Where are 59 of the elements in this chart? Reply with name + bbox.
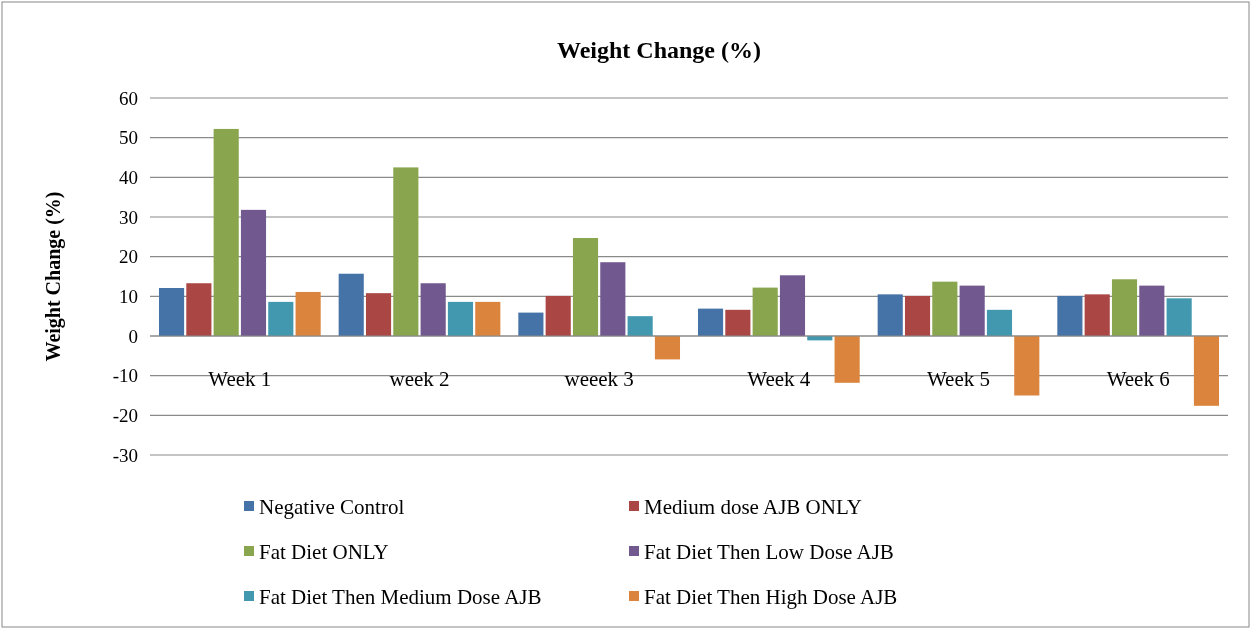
bar	[518, 312, 544, 336]
bar	[240, 209, 267, 336]
bar	[932, 281, 958, 336]
y-tick-label: 40	[119, 166, 138, 188]
bar	[1057, 295, 1083, 336]
x-tick-label: weeek 3	[564, 367, 634, 391]
y-tick-label: 60	[119, 87, 138, 109]
bar	[420, 283, 446, 336]
y-tick-label: -30	[112, 444, 138, 466]
y-axis-title: Weight Change (%)	[42, 191, 65, 362]
bar	[627, 316, 653, 336]
bar	[877, 294, 903, 336]
bar	[752, 287, 778, 336]
y-tick-label: -20	[112, 404, 138, 426]
legend-label: Fat Diet Then Low Dose AJB	[644, 540, 894, 565]
bar	[654, 336, 681, 360]
y-tick-label: 0	[128, 325, 138, 347]
bar	[393, 167, 419, 336]
bar	[475, 301, 501, 336]
bar	[572, 238, 599, 336]
bar	[600, 262, 626, 336]
bar	[213, 128, 239, 336]
legend-label: Fat Diet Then Medium Dose AJB	[259, 585, 542, 610]
legend-label: Medium dose AJB ONLY	[644, 495, 862, 520]
x-tick-label: Week 6	[1106, 367, 1170, 391]
x-tick-label: Week 5	[926, 367, 991, 391]
bar	[158, 288, 185, 336]
bar	[986, 309, 1013, 336]
bar	[697, 308, 724, 336]
bar	[365, 293, 392, 336]
x-tick-label: week 2	[389, 367, 450, 391]
bar	[186, 283, 212, 336]
bar	[904, 295, 931, 336]
x-tick-label: Week 4	[747, 367, 811, 391]
legend-label: Negative Control	[259, 495, 405, 520]
bar	[268, 301, 294, 336]
bar	[338, 273, 364, 336]
bar	[1193, 336, 1220, 406]
bar	[1166, 298, 1192, 336]
bar	[834, 336, 860, 383]
bar	[725, 309, 751, 336]
bar	[1014, 336, 1040, 396]
bar	[1084, 294, 1110, 336]
bar	[447, 301, 474, 336]
y-tick-label: 20	[119, 246, 138, 268]
y-tick-label: 10	[119, 285, 138, 307]
chart-title: Weight Change (%)	[557, 37, 761, 63]
legend-label: Fat Diet Then High Dose AJB	[644, 585, 898, 610]
x-tick-label: Week 1	[208, 367, 272, 391]
y-tick-label: 50	[119, 127, 138, 149]
bar	[1111, 279, 1138, 336]
y-tick-label: 30	[119, 206, 138, 228]
legend-label: Fat Diet ONLY	[259, 540, 389, 565]
y-tick-label: -10	[112, 365, 138, 387]
bar	[959, 285, 985, 336]
bar	[545, 295, 571, 336]
bar	[779, 275, 806, 336]
bar	[1139, 285, 1165, 336]
bar	[295, 291, 321, 336]
